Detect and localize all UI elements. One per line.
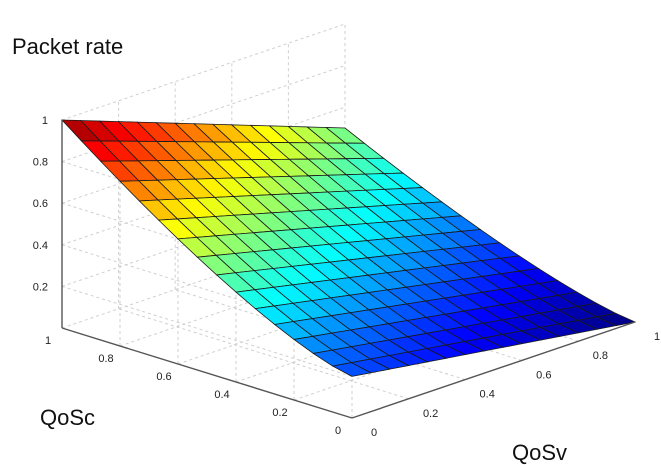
qosc-tick-label: 0.8	[98, 353, 113, 365]
qosv-tick-label: 0.2	[423, 408, 438, 420]
qosv-tick-label: 0.8	[593, 350, 608, 362]
wall-gridline	[61, 148, 346, 246]
wall-gridline	[61, 285, 353, 377]
z-tick-label: 0.2	[33, 281, 48, 293]
surface-mesh	[61, 119, 637, 377]
qosv-axis-line	[351, 321, 636, 419]
axes-frame	[61, 120, 636, 419]
wall-gridline	[61, 189, 346, 287]
floor-gridline	[235, 285, 520, 383]
wall-gridline	[61, 106, 346, 204]
x-axis-title: QoSv	[512, 440, 567, 465]
qosv-tick-label: 0.6	[536, 369, 551, 381]
qosc-tick-label: 0.6	[156, 371, 171, 383]
qosc-tick-label: 1	[45, 335, 51, 347]
z-tick-label: 1	[42, 115, 48, 127]
floor-gridline	[118, 308, 409, 400]
floor-gridline	[177, 267, 462, 365]
z-tick-label: 0.6	[33, 198, 48, 210]
z-axis-title: Packet rate	[12, 34, 123, 59]
surface-cell	[595, 312, 637, 327]
qosc-tick-label: 0	[335, 425, 341, 437]
qosc-tick-label: 0.4	[214, 389, 229, 401]
wall-gridline	[61, 23, 346, 121]
floor-gridline	[293, 303, 578, 401]
y-axis-title: QoSc	[40, 405, 95, 430]
z-tick-label: 0.4	[33, 240, 48, 252]
floor-gridline	[119, 249, 404, 347]
z-tick-label: 0.8	[33, 157, 48, 169]
qosc-tick-label: 0.2	[272, 407, 287, 419]
qosv-tick-label: 1	[654, 331, 660, 343]
floor-gridline	[61, 231, 346, 329]
qosv-tick-label: 0.4	[480, 389, 495, 401]
qosc-axis-line	[61, 327, 353, 419]
tick-labels: 0.2 0.4 0.6 0.8 1 0 0.2 0.4 0.6 0.8 1 0 0.2 0.4 0.6 0.8…	[33, 115, 660, 439]
qosv-tick-label: 0	[371, 427, 377, 439]
